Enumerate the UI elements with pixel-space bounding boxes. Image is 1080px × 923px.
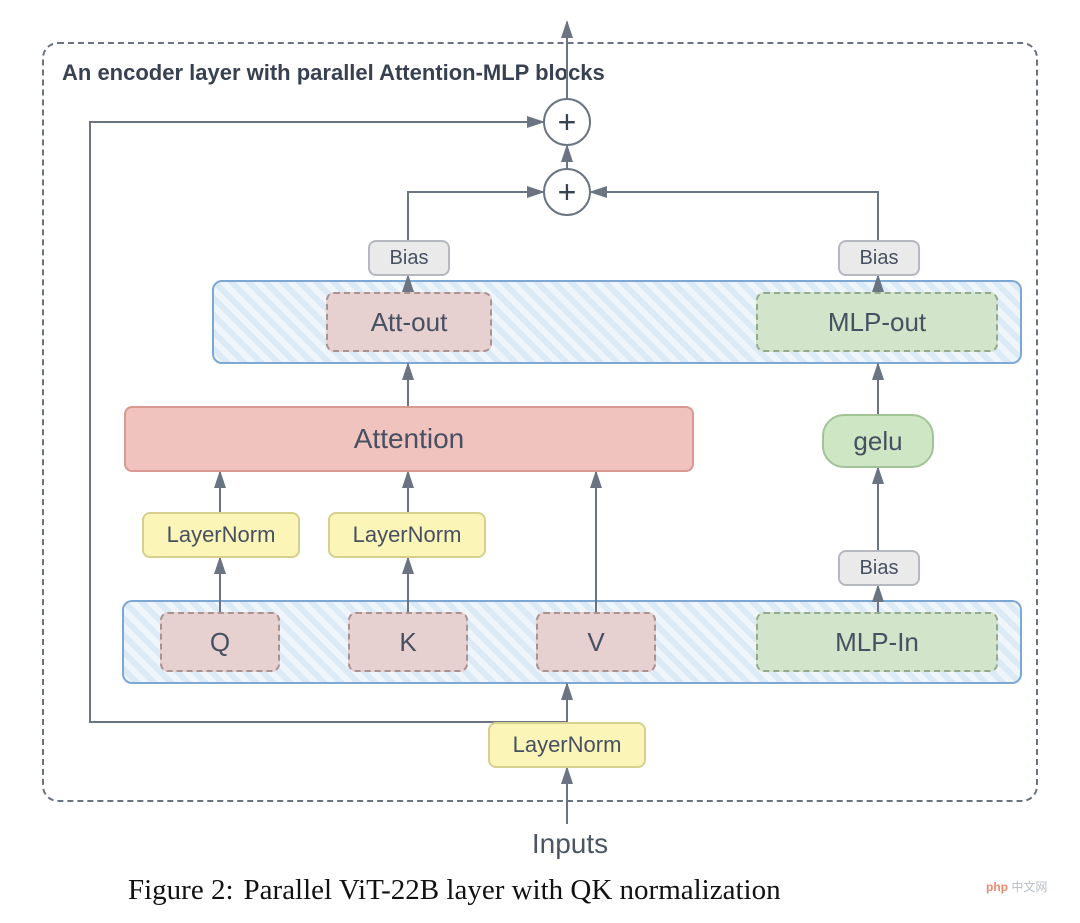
inputs-label: Inputs bbox=[510, 828, 630, 860]
mlp-in: MLP-In bbox=[756, 612, 998, 672]
layernorm-q: LayerNorm bbox=[142, 512, 300, 558]
layernorm-k: LayerNorm bbox=[328, 512, 486, 558]
k-proj: K bbox=[348, 612, 468, 672]
mlp-out: MLP-out bbox=[756, 292, 998, 352]
watermark: php 中文网 bbox=[986, 878, 1047, 895]
gelu-block: gelu bbox=[822, 414, 934, 468]
sum-inner: + bbox=[543, 168, 591, 216]
bias-att-out: Bias bbox=[368, 240, 450, 276]
attention-block: Attention bbox=[124, 406, 694, 472]
watermark-text: 中文网 bbox=[1011, 880, 1047, 894]
diagram-canvas: An encoder layer with parallel Attention… bbox=[0, 0, 1080, 923]
watermark-logo: php bbox=[986, 880, 1008, 894]
bias-mlp-in: Bias bbox=[838, 550, 920, 586]
diagram-title: An encoder layer with parallel Attention… bbox=[62, 60, 605, 86]
figure-caption: Figure 2: Parallel ViT-22B layer with QK… bbox=[128, 874, 781, 907]
caption-text: Parallel ViT-22B layer with QK normaliza… bbox=[244, 874, 781, 907]
v-proj: V bbox=[536, 612, 656, 672]
caption-prefix: Figure 2: bbox=[128, 874, 234, 907]
bias-mlp-out: Bias bbox=[838, 240, 920, 276]
layernorm-input: LayerNorm bbox=[488, 722, 646, 768]
sum-outer: + bbox=[543, 98, 591, 146]
q-proj: Q bbox=[160, 612, 280, 672]
att-out: Att-out bbox=[326, 292, 492, 352]
